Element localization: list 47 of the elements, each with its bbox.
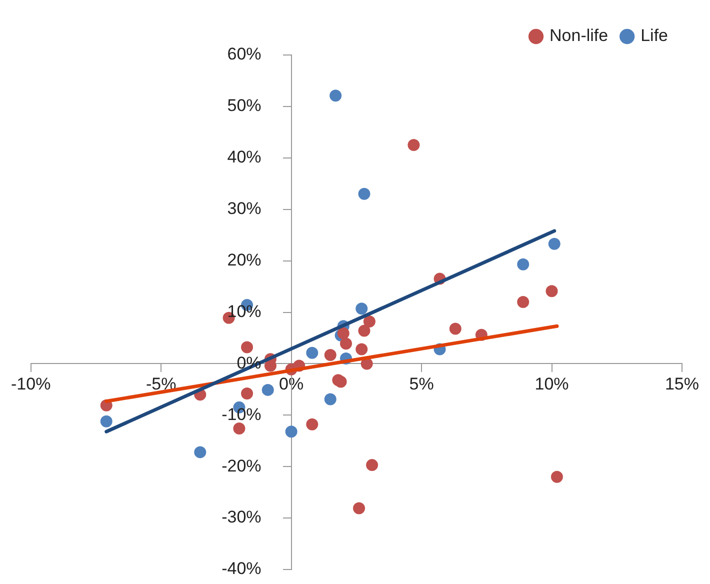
point [356,343,368,356]
y-tick-label: 20% [227,250,262,270]
x-tick-label: 15% [664,374,700,394]
point [517,296,530,308]
point [324,393,336,406]
x-tick-label: 0% [279,374,304,394]
point [358,324,370,337]
x-tick-label: 5% [409,374,434,394]
y-tick-label: 40% [227,148,262,167]
point [546,285,558,298]
point [241,341,254,354]
point [550,470,563,483]
y-tick-label: -30% [222,508,262,527]
point [337,327,350,340]
legend-label: Life [640,26,668,46]
point [285,426,298,438]
y-tick-label: -40% [222,559,262,578]
point [330,90,342,102]
y-tick-label: -10% [222,404,262,424]
point [353,502,366,514]
point [233,422,246,435]
x-tick-label: -5% [146,374,176,394]
point [366,459,378,472]
y-tick-label: 10% [227,302,262,321]
point [363,316,376,328]
point [548,238,560,250]
point [340,338,352,350]
point [194,446,206,458]
point [517,258,530,270]
point [324,348,336,361]
point [100,415,112,428]
point [306,346,318,359]
y-tick-label: 30% [227,199,262,218]
y-tick-label: -20% [222,456,262,476]
x-tick-label: 10% [534,374,569,394]
point [334,376,347,388]
point [358,188,370,200]
point [241,388,254,400]
point [449,322,462,335]
point [262,384,274,396]
point [306,418,318,430]
y-tick-label: 60% [227,44,262,64]
x-tick-label: -10% [11,374,51,394]
legend-label: Non-life [550,26,608,46]
point [356,302,368,315]
point [408,139,420,152]
y-tick-label: 50% [227,96,262,116]
